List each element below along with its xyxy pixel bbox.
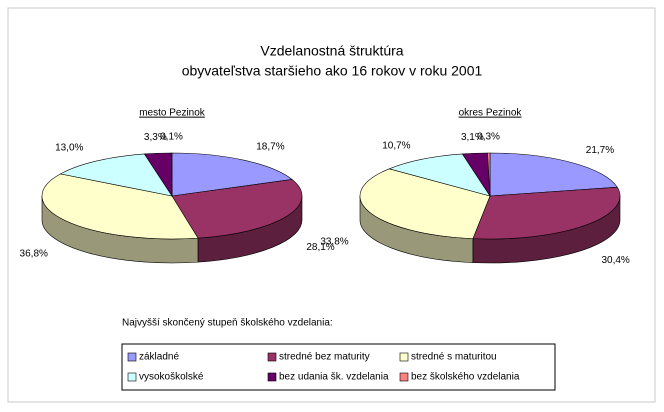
legend-swatch: [127, 352, 137, 362]
pie-slice: [487, 152, 491, 197]
legend-label: stredné s maturitou: [411, 352, 497, 363]
data-label: 30,4%: [601, 255, 629, 266]
legend-label: stredné bez maturity: [279, 352, 370, 363]
pie-top: [359, 168, 491, 239]
pie-slice: [171, 152, 293, 197]
legend-label: bez školského vzdelania: [411, 372, 520, 383]
pie-slice: [359, 168, 491, 263]
data-label: 0,1%: [160, 132, 183, 143]
chart-title: obyvateľstva staršieho ako 16 rokov v ro…: [182, 63, 483, 79]
pie-top: [388, 153, 491, 197]
pie-title: okres Pezinok: [459, 108, 523, 119]
legend-swatch: [399, 352, 409, 362]
data-label: 18,7%: [256, 142, 284, 153]
pie-top: [170, 152, 173, 197]
pie-title: mesto Pezinok: [139, 108, 206, 119]
legend-swatch: [399, 372, 409, 382]
pie-slice: [489, 152, 618, 197]
pie-top: [41, 173, 199, 240]
pie-top: [472, 186, 621, 240]
pie-top: [487, 152, 491, 197]
pie-top: [171, 152, 293, 197]
pie-slice: [59, 153, 173, 197]
legend-swatch: [267, 372, 277, 382]
legend-label: základné: [139, 352, 179, 363]
data-label: 13,0%: [55, 143, 83, 154]
legend-label: vysokoškolské: [139, 372, 204, 383]
data-label: 36,8%: [20, 249, 48, 260]
data-label: 3,3%: [144, 132, 167, 143]
data-label: 0,3%: [477, 132, 500, 143]
data-label: 33,8%: [320, 236, 348, 247]
pie-top: [59, 153, 173, 197]
pie-top: [489, 152, 618, 197]
legend-swatch: [267, 352, 277, 362]
pie-slice: [472, 186, 621, 264]
legend-swatch: [127, 372, 137, 382]
pie-slice: [41, 173, 199, 264]
data-label: 28,1%: [306, 242, 334, 253]
pie-slice: [170, 152, 173, 197]
data-label: 3,1%: [461, 132, 484, 143]
pie-top: [171, 179, 303, 239]
data-label: 21,7%: [586, 145, 614, 156]
legend-box: [121, 343, 556, 391]
pie-slice: [388, 153, 491, 197]
chart-title: Vzdelanostná štruktúra: [260, 43, 403, 59]
data-label: 10,7%: [382, 140, 410, 151]
legend-title: Najvyšší skončený stupeň školského vzdel…: [122, 318, 333, 329]
legend-label: bez udania šk. vzdelania: [279, 372, 389, 383]
